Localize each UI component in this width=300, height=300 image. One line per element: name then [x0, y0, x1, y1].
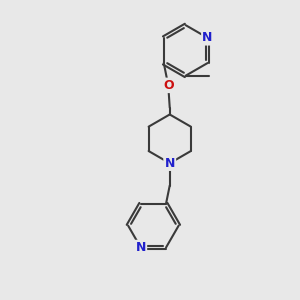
- Text: N: N: [136, 241, 146, 254]
- Text: N: N: [164, 157, 175, 170]
- Text: O: O: [163, 79, 174, 92]
- Text: N: N: [202, 31, 213, 44]
